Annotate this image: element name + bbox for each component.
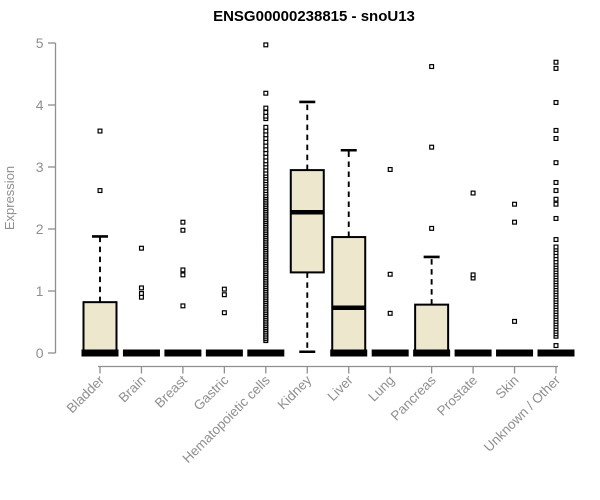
outlier-point <box>263 124 269 130</box>
outlier-point <box>221 292 227 298</box>
outlier-point <box>553 215 559 221</box>
y-axis-title: Expression <box>2 166 17 230</box>
outlier-point <box>263 109 269 115</box>
outlier-point <box>221 310 227 316</box>
x-tick-label-lung: Lung <box>365 373 397 405</box>
outlier-point <box>138 290 144 296</box>
y-tick-label: 0 <box>36 345 44 361</box>
outlier-point <box>553 188 559 194</box>
zero-bar <box>413 349 451 357</box>
outlier-point <box>180 272 186 278</box>
outlier-point <box>512 318 518 324</box>
box-group-skin <box>496 201 534 357</box>
zero-bar <box>164 349 202 357</box>
box-group-brain <box>122 245 160 357</box>
outlier-point <box>470 190 476 196</box>
outlier-point <box>387 310 393 316</box>
outlier-point <box>221 286 227 292</box>
box-group-bladder <box>81 128 119 357</box>
chart-title: ENSG00000238815 - snoU13 <box>213 8 415 25</box>
zero-bar <box>454 349 492 357</box>
box-group-hematopoietic-cells <box>247 42 285 357</box>
zero-bar <box>81 349 119 357</box>
outlier-point <box>180 227 186 233</box>
outlier-point <box>553 180 559 186</box>
outlier-point <box>553 59 559 65</box>
box-rect <box>289 169 325 274</box>
x-tick-label-liver: Liver <box>325 372 357 404</box>
outlier-point <box>180 303 186 309</box>
box-group-pancreas <box>413 64 451 357</box>
outlier-point <box>387 166 393 172</box>
box-group-kidney <box>289 100 325 354</box>
outlier-point <box>138 245 144 251</box>
outlier-point <box>470 272 476 278</box>
zero-bar <box>247 349 285 357</box>
outlier-point <box>512 201 518 207</box>
plot-area <box>81 42 575 357</box>
outlier-point <box>553 135 559 141</box>
y-tick-label: 3 <box>36 159 44 175</box>
outlier-point <box>429 225 435 231</box>
outlier-point <box>97 128 103 134</box>
outlier-point <box>263 105 269 111</box>
x-tick-label-skin: Skin <box>492 373 521 402</box>
outlier-point <box>263 42 269 48</box>
box-group-liver <box>330 148 368 357</box>
box-group-gastric <box>205 286 243 357</box>
zero-bar <box>122 349 160 357</box>
box-rect <box>331 236 367 354</box>
zero-bar <box>330 349 368 357</box>
zero-bar <box>371 349 409 357</box>
y-tick-label: 5 <box>36 35 44 51</box>
x-tick-label-prostate: Prostate <box>434 373 480 419</box>
box-group-unknown-other <box>537 59 575 357</box>
zero-bar <box>496 349 534 357</box>
box-group-prostate <box>454 190 492 357</box>
x-tick-label-brain: Brain <box>116 373 149 406</box>
outlier-point <box>553 237 559 243</box>
outlier-point <box>553 196 559 202</box>
outlier-point <box>180 267 186 273</box>
zero-bar <box>537 349 575 357</box>
x-tick-label-breast: Breast <box>152 372 190 410</box>
box-group-lung <box>371 166 409 357</box>
outlier-point <box>97 188 103 194</box>
outlier-point <box>387 271 393 277</box>
x-tick-label-pancreas: Pancreas <box>388 372 439 423</box>
outlier-point <box>553 160 559 166</box>
x-tick-label-kidney: Kidney <box>275 372 315 412</box>
y-tick-label: 1 <box>36 283 44 299</box>
y-tick-label: 4 <box>36 97 44 113</box>
outlier-point <box>138 285 144 291</box>
outlier-point <box>263 90 269 96</box>
outlier-point <box>180 219 186 225</box>
outlier-point <box>553 201 559 207</box>
x-tick-label-bladder: Bladder <box>64 372 108 416</box>
outlier-point <box>553 343 559 349</box>
x-tick-label-unknown-other: Unknown / Other <box>481 372 564 455</box>
outlier-point <box>553 127 559 133</box>
outlier-point <box>553 100 559 106</box>
outlier-point <box>512 219 518 225</box>
box-rect <box>82 301 118 355</box>
box-rect <box>414 303 450 355</box>
outlier-point <box>429 144 435 150</box>
outlier-point <box>429 64 435 70</box>
zero-bar <box>205 349 243 357</box>
outlier-point <box>553 244 559 250</box>
y-tick-label: 2 <box>36 221 44 237</box>
outlier-point <box>553 65 559 71</box>
x-tick-label-gastric: Gastric <box>191 372 232 413</box>
box-group-breast <box>164 219 202 357</box>
